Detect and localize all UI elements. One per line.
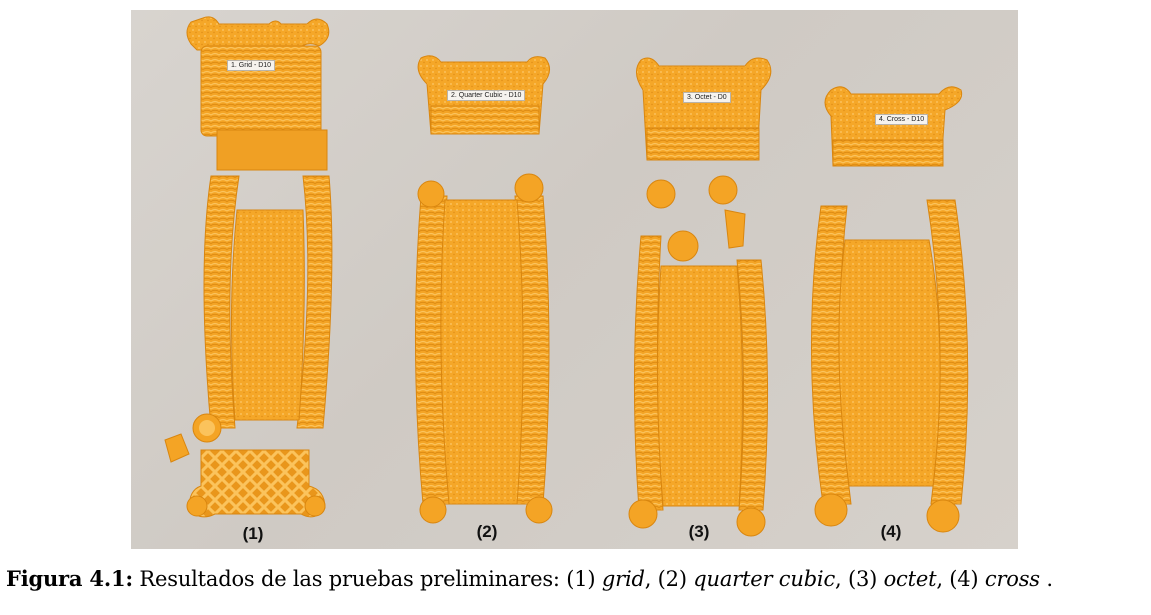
caption-text: Resultados de las pruebas preliminares: … [132,567,602,591]
specimen-4-label: (4) [880,522,902,541]
caption-cross: cross [984,567,1040,591]
caption-quarter-cubic: quarter cubic [693,567,836,591]
specimen-3-octet [628,57,772,537]
specimen-photo: 1. Grid - D10 2. Quarter Cubic - D10 3. … [131,10,1018,549]
specimen-1-tag: 1. Grid - D10 [227,60,276,71]
caption-sep-1: , (2) [644,567,694,591]
specimen-2-label: (2) [476,522,498,541]
caption-end: . [1039,567,1053,591]
figure-label: Figura 4.1: [6,566,133,591]
specimen-1-label: (1) [242,524,264,543]
specimen-3-tag: 3. Octet - D0 [683,92,731,103]
specimen-1-grid [164,16,333,518]
specimen-photo-drawing [164,16,969,537]
specimen-2-quarter-cubic [414,55,553,524]
specimen-4-tag: 4. Cross - D10 [875,114,929,125]
caption-grid: grid [601,567,645,591]
caption-sep-2: , (3) [835,567,884,591]
specimen-2-tag: 2. Quarter Cubic - D10 [447,90,526,101]
figure-caption: Figura 4.1: Resultados de las pruebas pr… [6,566,1146,591]
specimen-3-label: (3) [688,522,710,541]
specimen-4-cross [811,86,969,533]
caption-sep-3: , (4) [936,567,985,591]
caption-octet: octet [883,567,937,591]
